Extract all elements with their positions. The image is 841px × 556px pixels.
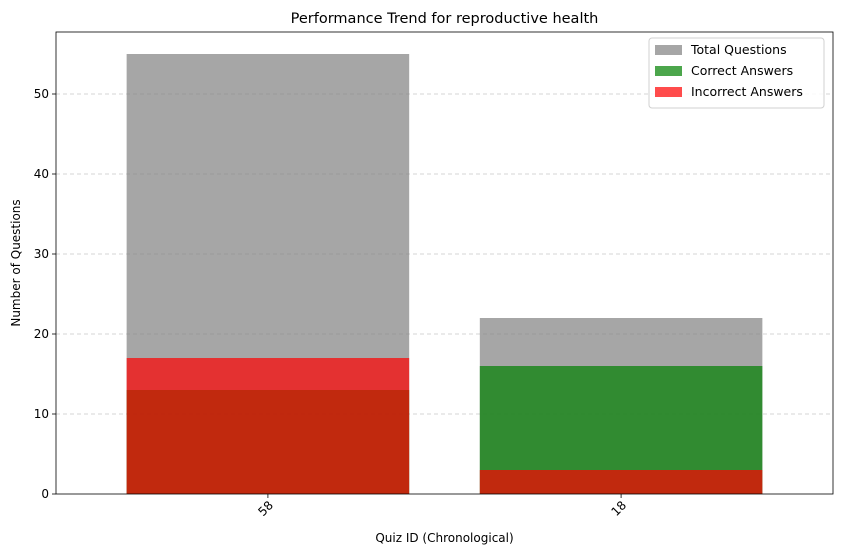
y-tick-label: 50 bbox=[34, 87, 49, 101]
y-axis-label: Number of Questions bbox=[9, 199, 23, 326]
legend-swatch bbox=[655, 87, 682, 97]
bars bbox=[126, 54, 763, 494]
plot-frame bbox=[55, 31, 834, 495]
legend-label: Total Questions bbox=[690, 42, 787, 57]
bar-incorrect-answers-18 bbox=[479, 470, 763, 494]
x-axis-label: Quiz ID (Chronological) bbox=[375, 531, 513, 545]
legend-swatch bbox=[655, 66, 682, 76]
y-tick-label: 20 bbox=[34, 327, 49, 341]
y-tick-label: 10 bbox=[34, 407, 49, 421]
y-tick-label: 40 bbox=[34, 167, 49, 181]
y-tick-label: 30 bbox=[34, 247, 49, 261]
x-tick-label: 58 bbox=[255, 498, 276, 519]
legend-frame bbox=[648, 37, 825, 109]
x-tick-label: 18 bbox=[609, 498, 630, 519]
legend-swatch bbox=[655, 45, 682, 55]
x-axis: 58 18 bbox=[255, 494, 629, 519]
y-axis: 0 10 20 30 40 50 bbox=[34, 87, 56, 501]
legend-label: Incorrect Answers bbox=[691, 84, 803, 99]
chart-title: Performance Trend for reproductive healt… bbox=[291, 11, 599, 27]
legend-label: Correct Answers bbox=[691, 63, 793, 78]
bar-incorrect-answers-58 bbox=[126, 358, 410, 494]
legend: Total Questions Correct Answers Incorrect … bbox=[648, 37, 825, 109]
y-tick-label: 0 bbox=[41, 487, 49, 501]
